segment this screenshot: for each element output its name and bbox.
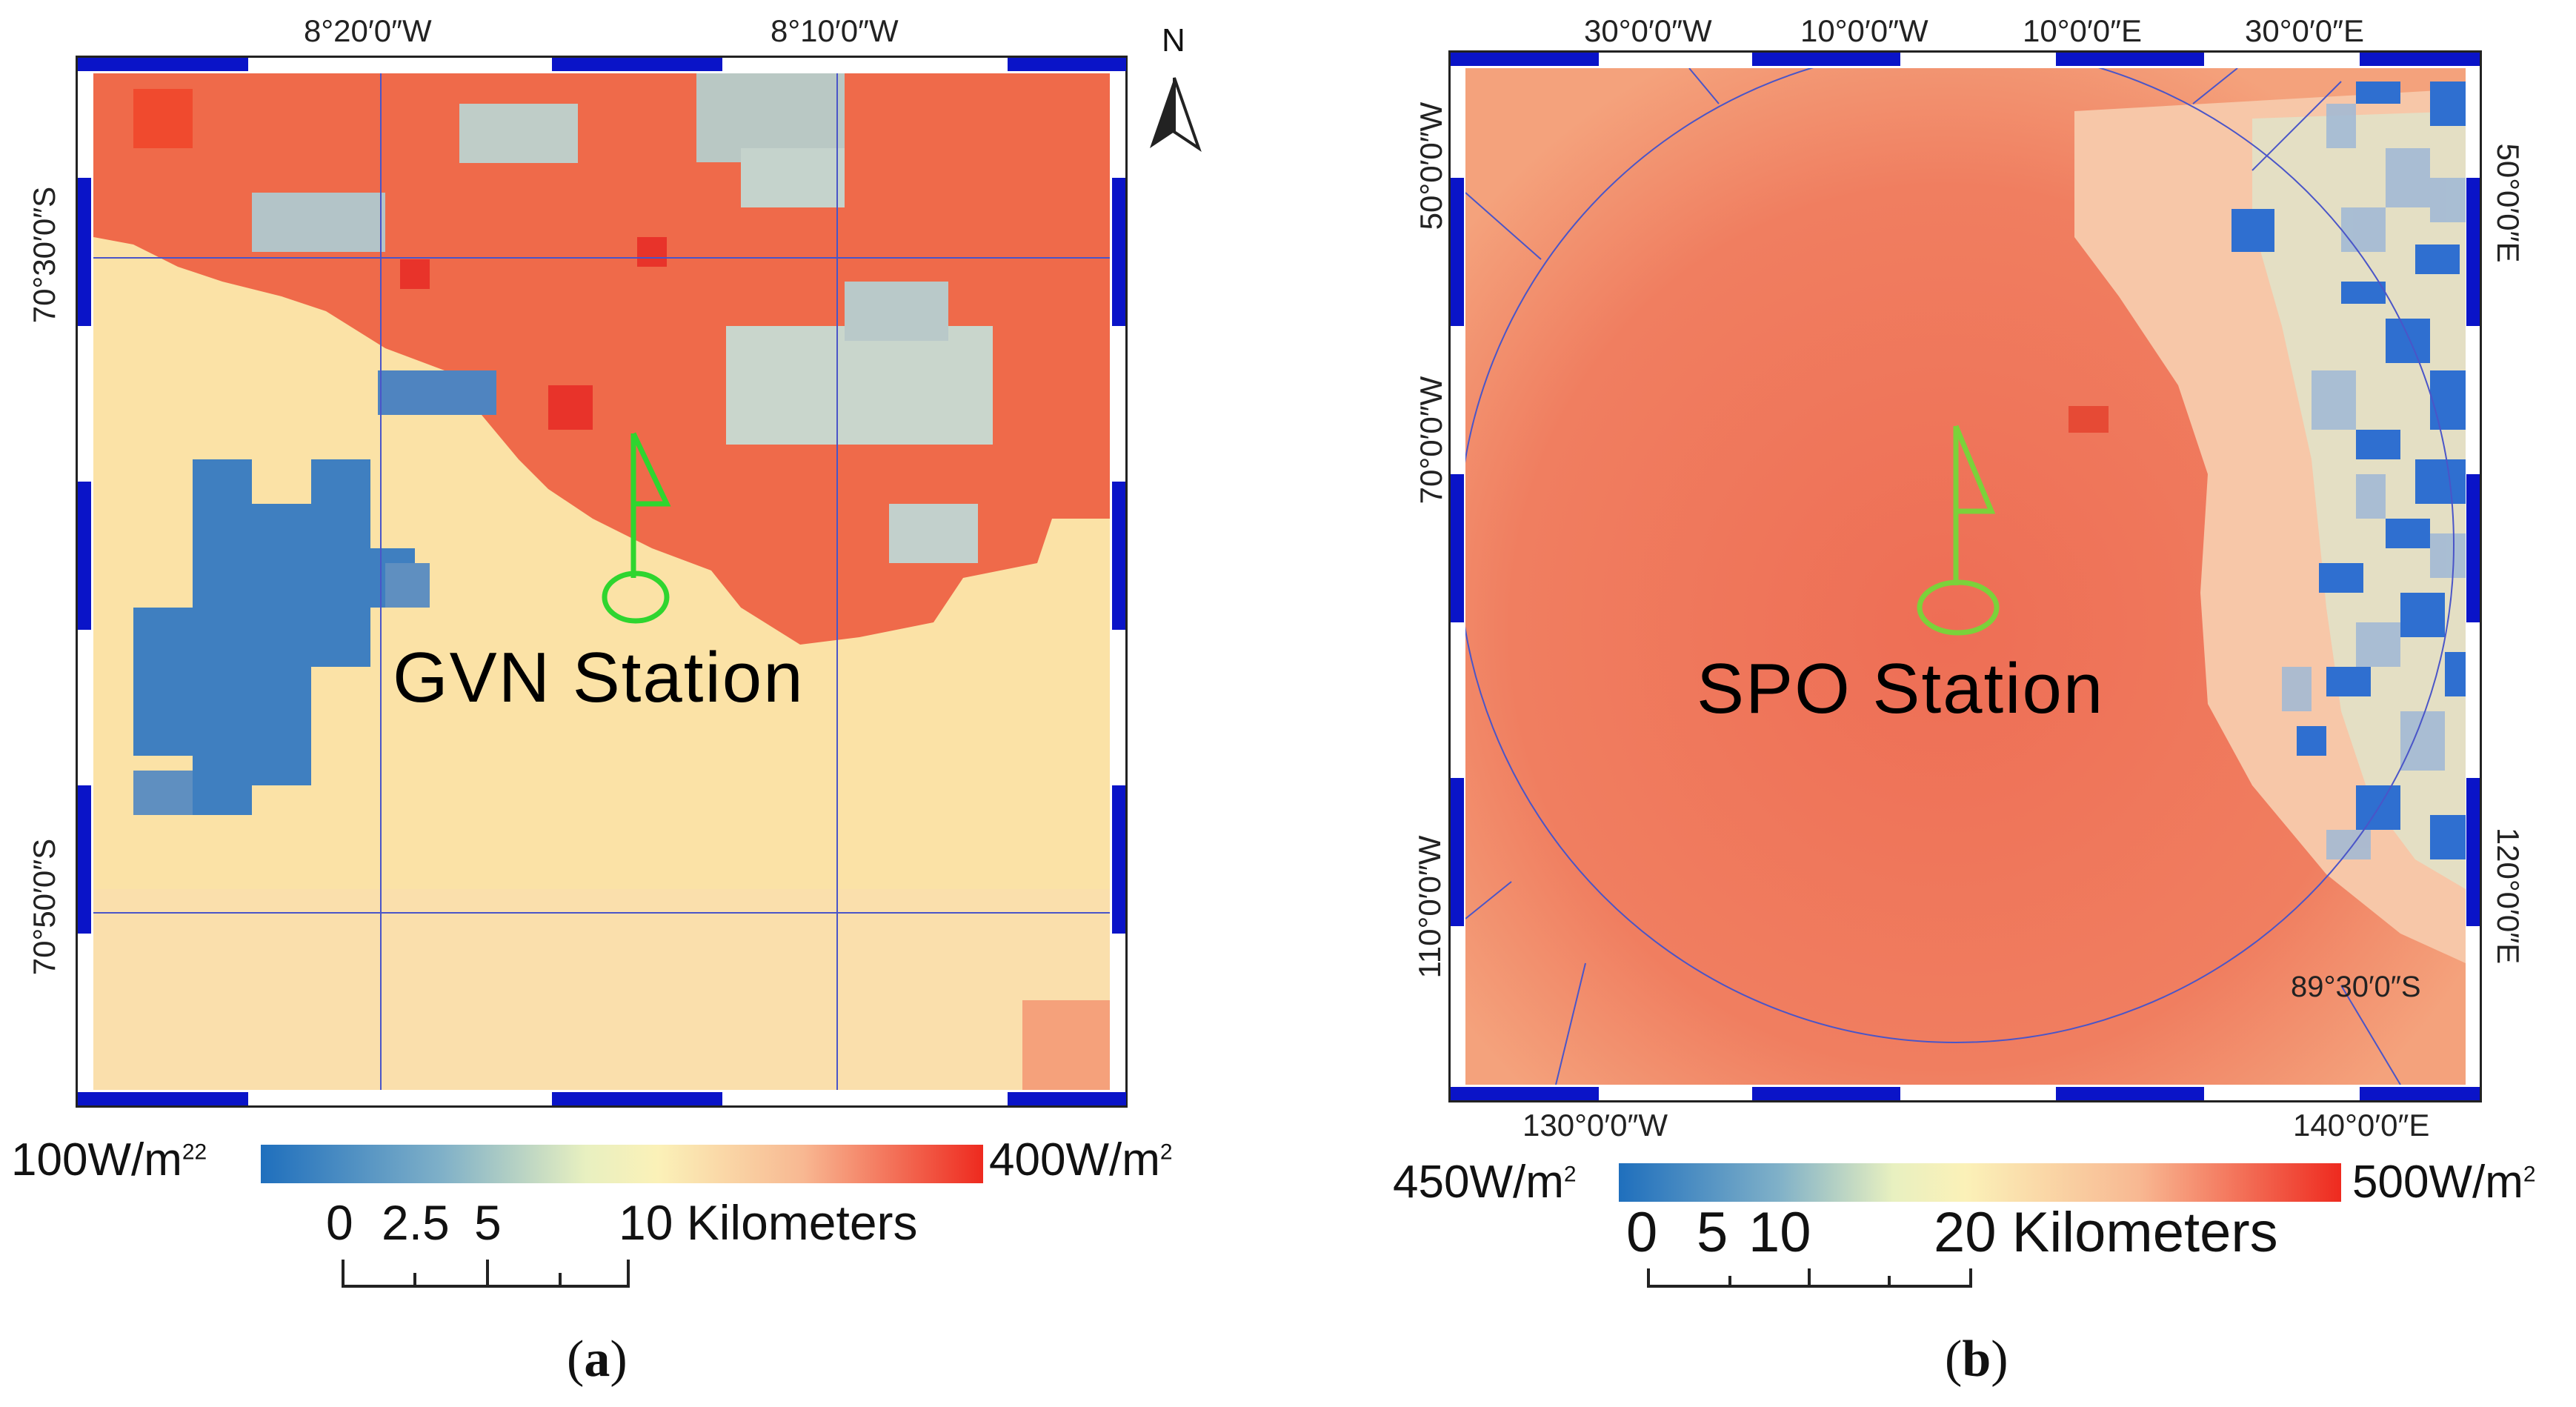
dark-red-patch xyxy=(548,385,593,430)
legend-min-unit-sup-b: 2 xyxy=(1563,1162,1577,1187)
top-label-b-1: 30°0′0″W xyxy=(1584,13,1712,48)
right-label-b-1: 50°0′0″E xyxy=(2491,143,2526,263)
low-radiation-region-a xyxy=(133,459,415,815)
caption-b: (b) xyxy=(1945,1330,2008,1389)
legend-max-value-b: 500W/m xyxy=(2352,1157,2523,1208)
legend-max-unit-sup-b: 2 xyxy=(2523,1162,2536,1187)
legend-max-a: 400W/m2 xyxy=(989,1134,1173,1186)
scale-tick-0-b: 0 xyxy=(1626,1201,1658,1264)
top-label-2: 8°10′0″W xyxy=(771,13,899,48)
top-label-b-4: 30°0′0″E xyxy=(2245,13,2364,48)
legend-min-b: 450W/m2 xyxy=(1393,1156,1577,1208)
station-marker-a xyxy=(602,432,671,624)
left-label-2: 70°50′0″S xyxy=(27,838,61,976)
caption-b-letter: b xyxy=(1962,1331,1991,1388)
gray-blue-patch xyxy=(696,73,845,162)
top-label-b-3: 10°0′0″E xyxy=(2023,13,2142,48)
left-label-b-3: 110°0′0″W xyxy=(1412,835,1447,979)
caption-a-close: ) xyxy=(610,1331,628,1388)
bottom-label-b-1: 130°0′0″W xyxy=(1522,1108,1668,1142)
gray-blue-patch xyxy=(252,193,385,252)
neatline-b xyxy=(1451,53,2480,1100)
left-label-b-2: 70°0′0″W xyxy=(1414,376,1448,505)
surface-radiation-map-b xyxy=(1451,53,2480,1100)
legend-max-value-a: 400W/m xyxy=(989,1134,1160,1185)
panel-a: N 8°20′0″W 8°10′0″W 70°30′0″S 70°50′0″S … xyxy=(0,0,1259,1407)
scale-tick-1-b: 5 xyxy=(1697,1201,1728,1264)
legend-max-unit-sup-a: 2 xyxy=(1159,1140,1173,1165)
legend-min-unit-sup-a: 22 xyxy=(182,1140,207,1165)
blue-patch xyxy=(133,771,193,815)
dark-red-patch xyxy=(400,259,430,289)
low-radiation-cells-b xyxy=(2231,82,2466,859)
legend-min-a: 100W/m22 xyxy=(11,1134,207,1186)
north-arrow-icon xyxy=(1150,77,1202,152)
bottom-label-b-2: 140°0′0″E xyxy=(2293,1108,2430,1142)
gray-blue-patch xyxy=(845,282,948,341)
caption-a-open: ( xyxy=(567,1331,585,1388)
scale-tick-0-a: 0 xyxy=(326,1195,353,1250)
inner-latitude-label: 89°30′0″S xyxy=(2291,971,2421,1003)
blue-patch xyxy=(385,563,430,608)
blue-patch xyxy=(378,370,496,415)
scale-tick-1-a: 2.5 xyxy=(382,1195,450,1250)
gray-blue-patch xyxy=(889,504,978,563)
legend-max-b: 500W/m2 xyxy=(2352,1156,2536,1208)
station-label-a: GVN Station xyxy=(393,638,805,717)
caption-a-letter: a xyxy=(584,1331,610,1388)
lower-texture xyxy=(93,889,1110,1090)
gray-blue-patch xyxy=(741,148,845,207)
gray-blue-patch xyxy=(459,104,578,163)
neatline-a xyxy=(78,58,1126,1105)
graticule-b xyxy=(1465,68,2454,1085)
left-label-1: 70°30′0″S xyxy=(27,186,61,324)
right-label-b-2: 120°0′0″E xyxy=(2491,827,2526,965)
top-label-b-2: 10°0′0″W xyxy=(1800,13,1928,48)
dark-red-patch xyxy=(133,89,193,148)
caption-b-open: ( xyxy=(1945,1331,1963,1388)
mixed-cells-b xyxy=(2282,104,2466,859)
caption-b-close: ) xyxy=(1991,1331,2008,1388)
top-label-1: 8°20′0″W xyxy=(304,13,432,48)
scale-tick-2-b: 10 xyxy=(1748,1201,1811,1264)
panel-b: 30°0′0″W 10°0′0″W 10°0′0″E 30°0′0″E 50°0… xyxy=(1289,0,2576,1407)
dark-red-patch xyxy=(637,237,667,267)
surface-radiation-map-a xyxy=(78,58,1202,1105)
scale-tick-3-a: 10 Kilometers xyxy=(619,1195,918,1250)
legend-min-value-b: 450W/m xyxy=(1393,1157,1564,1208)
scale-tick-2-a: 5 xyxy=(474,1195,502,1250)
station-label-b: SPO Station xyxy=(1697,649,2105,728)
color-ramp-b xyxy=(1619,1163,2341,1202)
scale-tick-3-b: 20 Kilometers xyxy=(1934,1201,2278,1264)
dark-red-patch xyxy=(2069,406,2109,433)
graticule-a xyxy=(93,73,1110,1090)
caption-a: (a) xyxy=(567,1330,628,1389)
color-ramp-a xyxy=(261,1145,983,1183)
left-label-b-1: 50°0′0″W xyxy=(1414,102,1448,230)
north-label: N xyxy=(1162,22,1185,59)
legend-min-value-a: 100W/m xyxy=(11,1134,182,1185)
gray-blue-patch xyxy=(726,326,993,445)
station-marker-b xyxy=(1917,425,2000,636)
